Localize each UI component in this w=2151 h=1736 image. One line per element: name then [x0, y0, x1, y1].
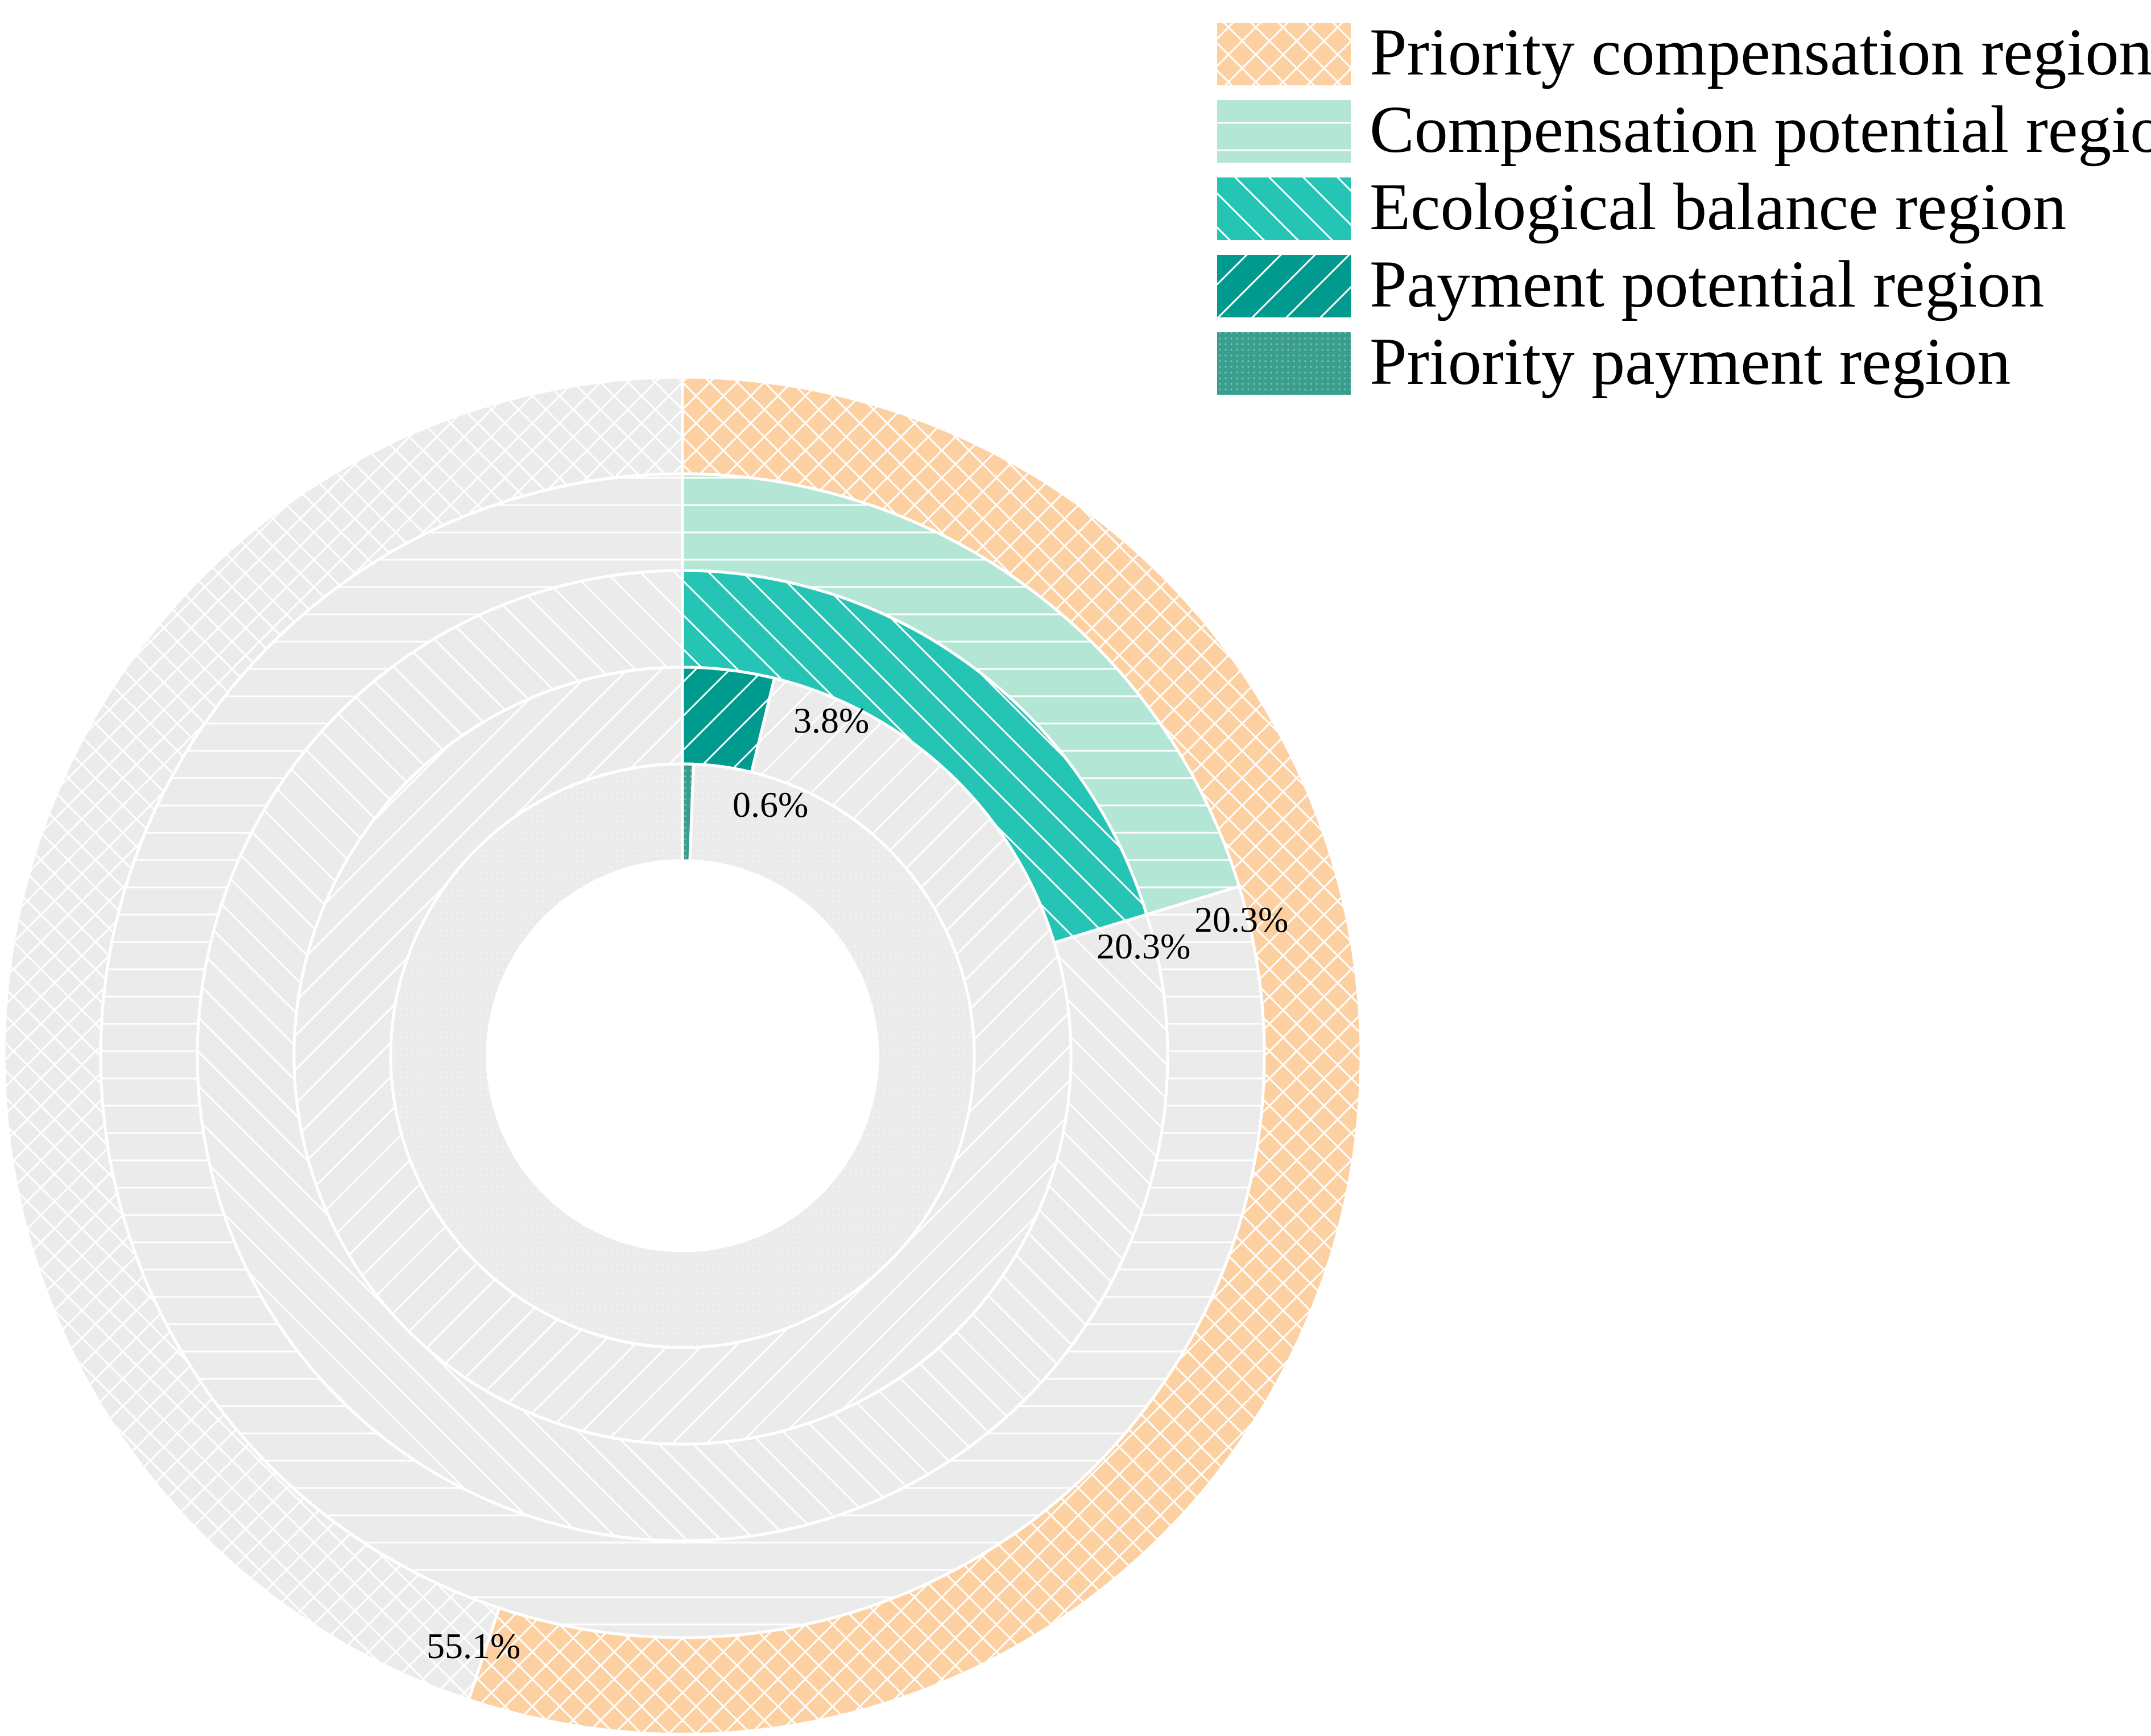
legend-swatch-pattern: [1217, 255, 1351, 317]
ring-value-pattern-priority-payment-region: [682, 764, 694, 861]
ring-remainder-pattern-priority-compensation-region: [3, 377, 683, 1700]
ring-remainder-pattern-priority-payment-region: [391, 764, 975, 1348]
legend-label-priority-compensation: Priority compensation region: [1370, 15, 2151, 89]
ring-value-pattern-compensation-potential-region: [682, 474, 1239, 915]
pct-label-compensation-potential-region: 20.3%: [1194, 899, 1288, 940]
pct-label-priority-compensation-region: 55.1%: [427, 1626, 520, 1666]
pct-label-ecological-balance-region: 20.3%: [1097, 926, 1190, 966]
legend-item-payment-potential: Payment potential region: [1217, 247, 2044, 321]
legend-swatch-pattern: [1217, 332, 1351, 395]
legend-swatch-pattern: [1217, 177, 1351, 240]
percent-labels-group: 55.1% 20.3%20.3% 3.8% 0.6%: [427, 700, 1288, 1666]
legend-label-priority-payment: Priority payment region: [1370, 324, 2011, 399]
pct-label-priority-payment-region: 0.6%: [733, 784, 808, 825]
ring-value-pattern-payment-potential-region: [682, 667, 775, 772]
legend-item-compensation-potential: Compensation potential region: [1217, 92, 2151, 167]
legend-item-priority-payment: Priority payment region: [1217, 324, 2011, 399]
legend-item-ecological-balance: Ecological balance region: [1217, 170, 2066, 244]
legend-label-ecological-balance: Ecological balance region: [1370, 170, 2066, 244]
ring-priority-payment-region: [389, 762, 976, 1349]
pct-label-payment-potential-region: 3.8%: [793, 700, 869, 741]
legend-swatch-pattern: [1217, 100, 1351, 163]
legend-swatch-pattern: [1217, 23, 1351, 85]
ring-value-pattern-ecological-balance-region: [682, 571, 1147, 943]
rings-group: [2, 375, 1363, 1736]
legend-item-priority-compensation: Priority compensation region: [1217, 15, 2151, 89]
legend: Priority compensation region Compensatio…: [1217, 15, 2151, 399]
legend-label-compensation-potential: Compensation potential region: [1370, 92, 2151, 167]
legend-label-payment-potential: Payment potential region: [1370, 247, 2044, 321]
